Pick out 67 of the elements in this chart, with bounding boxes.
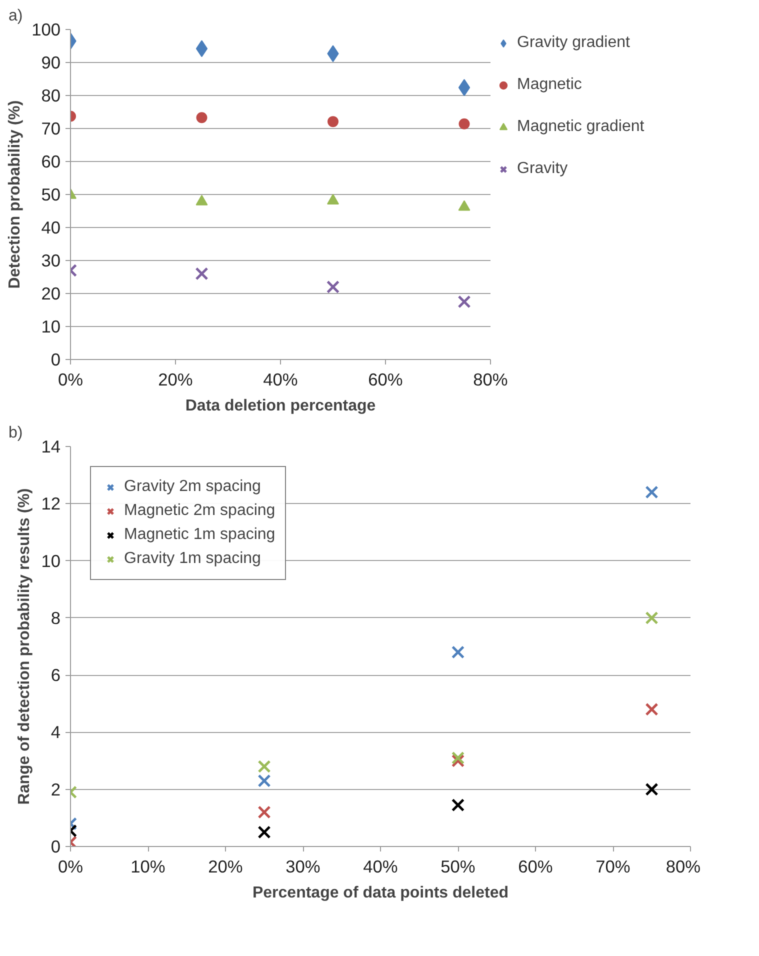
legend-label: Gravity 2m spacing [124,478,261,496]
y-axis-title: Range of detection probability results (%) [16,488,34,805]
y-axis-title: Detection probability (%) [6,100,24,289]
legend-label: Magnetic 1m spacing [124,526,276,544]
x-tick-label: 70% [596,856,630,876]
y-tick-label: 90 [41,52,61,72]
x-tick-label: 80% [666,856,701,876]
legend-label: Gravity 1m spacing [124,550,261,568]
x-tick-label: 20% [158,370,193,390]
y-tick-label: 40 [41,218,61,238]
text: b) [8,424,23,442]
y-tick-label: 0 [50,350,61,370]
text: a) [8,8,23,24]
point [458,200,470,211]
point [645,782,658,796]
point [258,760,271,774]
point [328,116,338,128]
x-tick-label: 50% [440,856,476,876]
y-tick-label: 12 [41,494,61,514]
y-tick-label: 10 [41,316,61,336]
x-tick-label: 40% [263,370,298,390]
x-tick-label: 20% [208,856,243,876]
y-tick-label: 14 [41,436,61,456]
point [458,118,470,130]
legend-label: Magnetic 2m spacing [124,502,276,520]
x-tick-label: 40% [363,856,398,876]
point [458,79,470,96]
legend-label: Magnetic gradient [517,118,644,136]
point [196,112,208,124]
y-tick-label: 70 [41,118,61,138]
point [258,806,271,819]
point [645,486,658,499]
x-tick-label: 10% [130,856,166,876]
y-tick-label: 10 [41,550,61,571]
y-tick-label: 8 [50,608,61,628]
legend-label: Magnetic [517,76,582,94]
y-tick-label: 80 [41,86,61,106]
x-tick-label: 80% [473,370,508,390]
legend-label: Gravity [517,160,568,178]
x-tick-label: 0% [58,856,84,876]
y-tick-label: 6 [50,665,61,686]
point [451,798,465,812]
x-tick-label: 60% [518,856,553,876]
point [645,611,658,624]
point [451,646,465,659]
point [195,267,208,280]
point [451,751,465,764]
point [326,280,340,294]
y-tick-label: 30 [41,250,61,270]
point [258,826,271,839]
point [645,702,658,716]
legend-label: Gravity gradient [517,34,630,52]
point [258,774,271,788]
y-tick-label: 2 [50,779,61,800]
y-tick-label: 100 [32,20,61,40]
y-tick-label: 20 [41,284,61,304]
y-tick-label: 60 [41,152,61,172]
x-tick-label: 0% [58,370,84,390]
point [458,295,471,308]
x-axis-title: Percentage of data points deleted [252,884,509,902]
x-axis-title: Data deletion percentage [185,398,376,414]
x-tick-label: 30% [286,856,320,876]
y-tick-label: 4 [50,722,61,742]
x-tick-label: 60% [368,370,403,390]
y-tick-label: 50 [41,184,61,204]
y-tick-label: 0 [50,836,61,856]
point [196,40,208,58]
